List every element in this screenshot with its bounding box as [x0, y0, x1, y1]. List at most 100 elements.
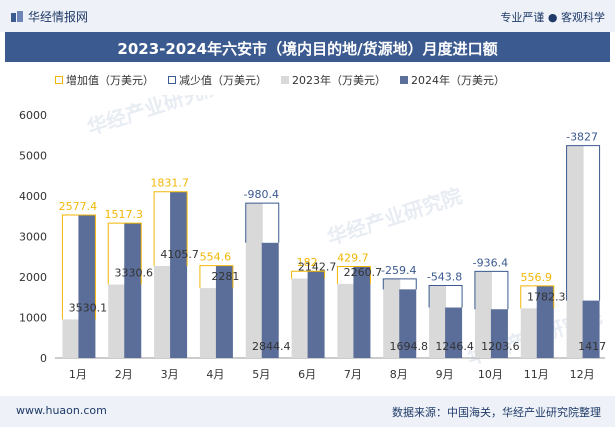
bar-2023-5 — [245, 203, 263, 358]
bar-2024-11 — [536, 285, 554, 358]
logo-icon — [11, 10, 23, 22]
x-tick-label-1: 1月 — [69, 368, 87, 381]
legend-increase-label: 增加值（万美元） — [66, 74, 154, 87]
value-label-2024-2: 3330.6 — [115, 267, 154, 280]
change-bracket-4 — [199, 265, 234, 289]
bar-2024-4 — [215, 265, 233, 358]
value-label-2024-8: 1694.8 — [390, 340, 429, 353]
change-label-1: 2577.4 — [59, 200, 98, 213]
x-tick-label-4: 4月 — [206, 368, 224, 381]
top-bar: 华经情报网 专业严谨 ● 客观科学 — [0, 0, 615, 32]
value-label-2024-5: 2844.4 — [252, 340, 291, 353]
change-label-10: -936.4 — [473, 256, 508, 269]
value-label-2024-7: 2260.7 — [344, 266, 383, 279]
legend-increase: 增加值（万美元） — [55, 72, 154, 88]
bar-2023-3 — [154, 265, 172, 358]
change-label-2: 1517.3 — [105, 208, 144, 221]
bar-2024-12 — [582, 300, 600, 358]
change-label-11: 556.9 — [521, 271, 553, 284]
change-label-3: 1831.7 — [150, 177, 189, 190]
value-label-2024-12: 1417 — [578, 340, 606, 353]
legend-2024-swatch — [400, 76, 408, 84]
bar-2024-3 — [170, 191, 188, 358]
change-bracket-10 — [474, 270, 509, 310]
footer: www.huaon.com 数据来源：中国海关，华经产业研究院整理 — [0, 396, 615, 427]
x-tick-label-3: 3月 — [161, 368, 179, 381]
change-bracket-5 — [245, 202, 280, 243]
bar-2024-1 — [78, 215, 96, 358]
change-bracket-2 — [107, 222, 142, 285]
y-tick-label-1: 1000 — [19, 312, 47, 325]
bar-2023-6 — [291, 278, 309, 358]
change-bracket-7 — [336, 265, 371, 284]
change-label-8: -259.4 — [381, 264, 416, 277]
bar-2023-12 — [566, 145, 584, 358]
value-label-2024-3: 4105.7 — [160, 248, 199, 261]
bar-2023-9 — [429, 285, 447, 358]
bar-2023-4 — [199, 288, 217, 358]
title-bar: 2023-2024年六安市（境内目的地/货源地）月度进口额 — [5, 32, 610, 62]
bar-2024-2 — [124, 223, 142, 358]
bar-2024-5 — [261, 242, 279, 358]
change-bracket-12 — [566, 145, 601, 301]
change-label-4: 554.6 — [200, 251, 232, 264]
y-tick-label-0: 0 — [40, 352, 47, 365]
x-tick-label-8: 8月 — [390, 368, 408, 381]
legend-decrease: 减少值（万美元） — [168, 72, 267, 88]
x-tick-label-10: 10月 — [478, 368, 503, 381]
change-label-6: 182 — [297, 256, 318, 269]
legend-2023: 2023年（万美元） — [281, 72, 386, 88]
x-tick-label-5: 5月 — [252, 368, 270, 381]
x-tick-label-9: 9月 — [436, 368, 454, 381]
legend-2024: 2024年（万美元） — [400, 72, 505, 88]
change-label-12: -3827 — [566, 131, 598, 144]
change-label-9: -543.8 — [427, 270, 462, 283]
footer-source: 数据来源：中国海关，华经产业研究院整理 — [392, 406, 601, 419]
change-label-7: 429.7 — [337, 251, 369, 264]
value-label-2024-4: 2281 — [211, 270, 239, 283]
legend-decrease-swatch — [168, 76, 176, 84]
bar-2023-2 — [108, 284, 126, 358]
bar-2023-11 — [520, 308, 538, 358]
x-tick-label-2: 2月 — [115, 368, 133, 381]
legend-decrease-label: 减少值（万美元） — [179, 74, 267, 87]
bar-2024-6 — [307, 271, 325, 358]
bar-2024-7 — [353, 266, 371, 358]
legend-increase-swatch — [55, 76, 63, 84]
bar-2024-8 — [399, 289, 417, 358]
bar-2023-1 — [62, 319, 80, 358]
change-bracket-1 — [61, 214, 96, 320]
y-tick-label-4: 4000 — [19, 190, 47, 203]
y-tick-label-6: 6000 — [19, 109, 47, 122]
legend-2023-swatch — [281, 76, 289, 84]
x-tick-label-6: 6月 — [298, 368, 316, 381]
legend: 增加值（万美元） 减少值（万美元） 2023年（万美元） 2024年（万美元） — [55, 72, 505, 88]
watermark-1: 华经产业研究院 — [324, 184, 465, 250]
bar-2023-7 — [337, 283, 355, 358]
change-bracket-9 — [428, 284, 463, 308]
change-label-5: -980.4 — [244, 188, 279, 201]
value-label-2024-11: 1782.3 — [527, 290, 566, 303]
brand: 华经情报网 — [10, 8, 88, 25]
bar-2023-8 — [383, 278, 401, 358]
value-label-2024-6: 2142.7 — [298, 261, 337, 274]
y-tick-label-2: 2000 — [19, 271, 47, 284]
bar-2023-10 — [474, 271, 492, 358]
y-tick-label-5: 5000 — [19, 150, 47, 163]
change-bracket-6 — [291, 270, 326, 279]
brand-name: 华经情报网 — [28, 10, 89, 24]
value-label-2024-9: 1246.4 — [435, 340, 474, 353]
value-label-2024-10: 1203.6 — [481, 340, 520, 353]
y-tick-label-3: 3000 — [19, 231, 47, 244]
bar-2024-9 — [445, 307, 463, 358]
legend-2023-label: 2023年（万美元） — [292, 74, 386, 87]
change-bracket-11 — [520, 285, 555, 309]
x-tick-label-12: 12月 — [570, 368, 595, 381]
legend-2024-label: 2024年（万美元） — [411, 74, 505, 87]
tagline: 专业严谨 ● 客观科学 — [500, 11, 605, 24]
chart-title: 2023-2024年六安市（境内目的地/货源地）月度进口额 — [117, 40, 498, 58]
chart-area: 华经产业研究院华经产业研究院华经产业研究院0100020003000400050… — [19, 95, 606, 381]
watermark-0: 华经产业研究院 — [84, 95, 225, 140]
footer-website[interactable]: www.huaon.com — [16, 404, 107, 417]
